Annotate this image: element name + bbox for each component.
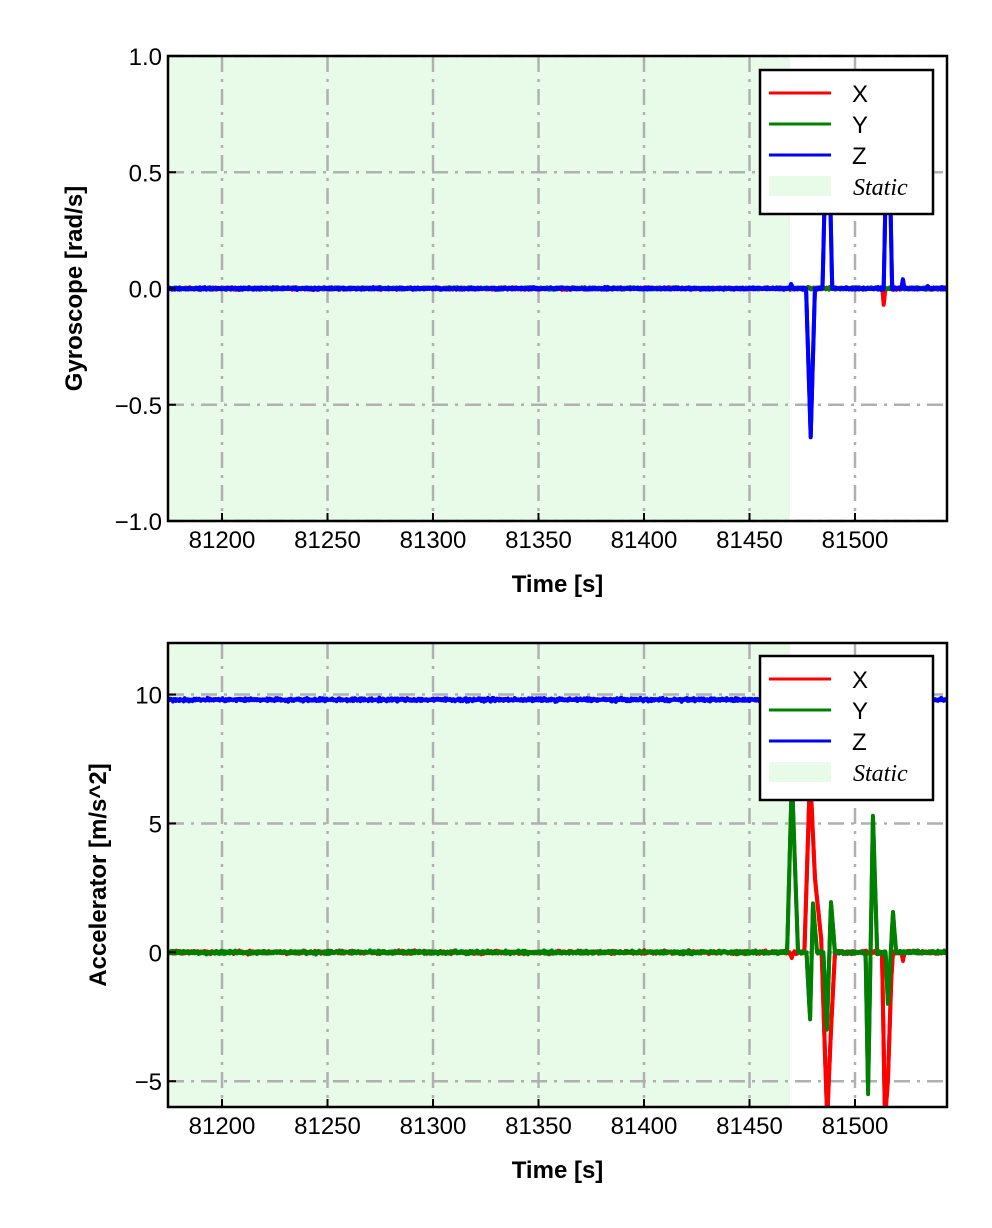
legend-label-y: Y [852, 698, 868, 725]
accel-chart: 81200 81250 81300 81350 81400 81450 81500 10 5 0 −… [85, 641, 949, 1184]
x-tick-label: 81350 [505, 527, 572, 554]
x-tick-label: 81500 [822, 527, 889, 554]
y-tick-label: 5 [149, 811, 162, 838]
legend-label-x: X [852, 667, 868, 694]
legend-swatch-static [769, 762, 831, 782]
x-tick-label: 81500 [822, 1113, 889, 1140]
static-region [168, 643, 791, 1107]
x-tick-label: 81450 [716, 1113, 783, 1140]
x-tick-label: 81300 [400, 1113, 467, 1140]
x-tick-label: 81200 [189, 527, 256, 554]
x-tick-label: 81250 [294, 1113, 361, 1140]
legend-label-z: Z [852, 143, 867, 170]
y-tick-label: 0.5 [129, 160, 162, 187]
series-peaks-y [168, 775, 947, 1097]
y-tick-label: −0.5 [115, 393, 162, 420]
x-axis-label: Time [s] [512, 571, 604, 598]
x-tick-label: 81250 [294, 527, 361, 554]
y-tick-label: 10 [135, 683, 162, 710]
y-tick-label: 0.0 [129, 277, 162, 304]
legend-label-static: Static [853, 175, 908, 201]
legend-label-static: Static [853, 761, 908, 787]
legend-swatch-static [769, 176, 831, 196]
x-tick-label: 81300 [400, 527, 467, 554]
series-peaks-z [168, 72, 947, 440]
y-tick-label: −5 [135, 1069, 162, 1096]
x-tick-label: 81450 [716, 527, 783, 554]
y-tick-label: −1.0 [115, 509, 162, 536]
y-tick-label: 0 [149, 940, 162, 967]
x-axis-label: Time [s] [512, 1157, 604, 1184]
legend-label-z: Z [852, 729, 867, 756]
x-tick-label: 81200 [189, 1113, 256, 1140]
legend: XYZ Static [758, 654, 935, 802]
legend: XYZ Static [758, 68, 935, 216]
gyro-chart: 81200 81250 81300 81350 81400 81450 81500 1.0 0.… [61, 44, 949, 598]
x-tick-label: 81350 [505, 1113, 572, 1140]
legend-label-y: Y [852, 112, 868, 139]
legend-label-x: X [852, 81, 868, 108]
x-tick-label: 81400 [611, 1113, 678, 1140]
y-axis-label: Gyroscope [rad/s] [61, 186, 88, 391]
x-tick-label: 81400 [611, 527, 678, 554]
y-tick-label: 1.0 [129, 44, 162, 71]
axes-frame [166, 641, 949, 1109]
plot-area [168, 72, 947, 440]
y-axis-label: Accelerator [m/s^2] [85, 763, 112, 986]
